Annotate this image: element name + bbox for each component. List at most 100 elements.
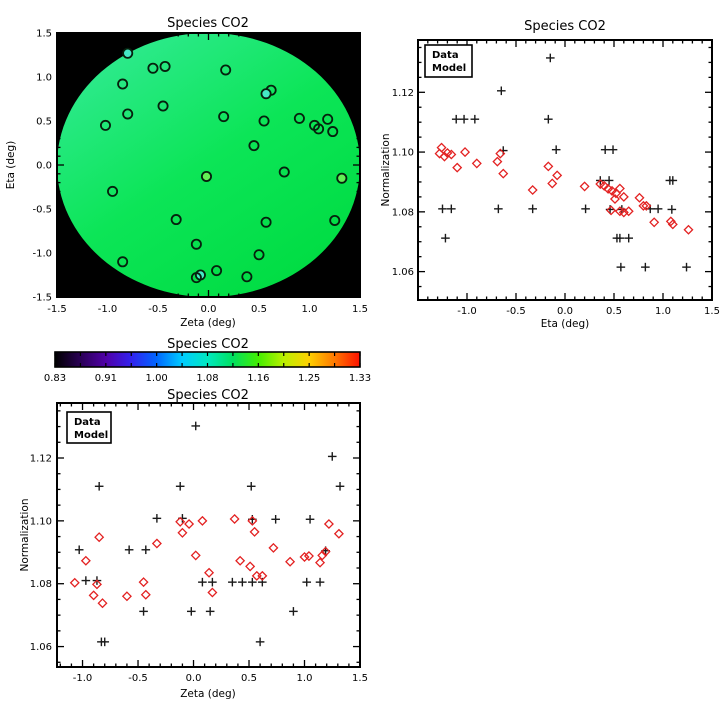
x-tick-label: 1.5 [704,306,720,317]
x-tick-label: 1.0 [655,306,671,317]
model-diamond-marker [683,224,694,235]
map-source-marker [322,113,334,125]
model-diamond-marker [229,513,240,524]
model-diamond-marker [618,207,629,218]
x-axis-label: Zeta (deg) [180,688,236,700]
colorbar-tick-label: 1.00 [146,373,168,384]
map-source-marker [241,271,253,283]
model-diamond-marker [247,515,258,526]
y-tick-label: 1.08 [30,579,52,590]
y-tick-label: -1.5 [32,293,52,304]
model-diamond-marker [121,591,132,602]
x-tick-label: -0.5 [506,306,526,317]
model-diamond-marker [190,550,201,561]
x-tick-label: 0.5 [251,304,267,315]
map-source-marker [293,112,305,124]
model-diamond-marker [257,570,268,581]
x-tick-label: -1.0 [457,306,477,317]
x-tick-label: -0.5 [128,673,148,684]
model-diamond-marker [452,162,463,173]
model-diamond-marker [638,200,649,211]
x-tick-label: 1.0 [297,673,313,684]
map-source-marker [220,64,232,76]
x-axis-label: Eta (deg) [541,318,590,330]
y-tick-label: -1.0 [32,249,52,260]
map-source-marker [117,256,129,268]
model-diamond-marker [197,515,208,526]
map-source-marker [248,140,260,152]
field-disk [57,33,360,297]
legend-model-label: Model [432,63,466,74]
model-diamond-marker [492,156,503,167]
y-axis-label: Normalization [19,499,31,572]
x-tick-label: 0.0 [557,306,573,317]
map-source-marker [117,78,129,90]
y-tick-label: 0.0 [36,161,52,172]
zeta-scatter-panel: -1.0 -0.5 0.0 0.5 1.0 1.5 1.06 1.08 1.10 1.12 Spec… [19,388,368,700]
y-tick-label: -0.5 [32,205,52,216]
model-diamond-marker [460,147,471,158]
model-diamond-marker [495,148,506,159]
data-series [438,53,691,272]
plot-frame [56,402,361,668]
map-source-marker [190,238,202,250]
model-diamond-marker [667,219,678,230]
map-source-marker [211,265,223,277]
map-source-marker [159,60,171,72]
y-tick-label: 1.12 [392,88,414,99]
map-sources [99,47,348,284]
model-diamond-marker [69,577,80,588]
map-source-marker [157,100,169,112]
model-diamond-marker [618,191,629,202]
plot-title: Species CO2 [524,19,606,34]
model-series [434,142,694,235]
model-diamond-marker [299,551,310,563]
axis-ticks [57,403,361,667]
colorbar-tick-label: 1.16 [247,373,269,384]
map-source-marker [200,170,212,182]
map-source-marker [260,88,272,100]
model-diamond-marker [207,587,218,598]
x-tick-label: 0.0 [201,304,217,315]
map-source-marker [122,47,134,59]
model-diamond-marker [323,518,334,530]
x-tick-label: -0.5 [148,304,168,315]
x-tick-label: -1.5 [47,304,67,315]
y-tick-label: 1.10 [30,516,52,527]
y-tick-label: 1.08 [392,207,414,218]
legend-box [66,411,112,444]
x-tick-label: 0.5 [606,306,622,317]
colorbar-tick-label: 0.91 [95,373,117,384]
legend: Data Model [66,411,112,444]
model-diamond-marker [184,518,195,530]
y-tick-label: 1.06 [392,267,414,278]
map-source-marker [170,214,182,226]
legend-model-label: Model [74,430,108,441]
model-diamond-marker [80,555,91,566]
model-diamond-marker [599,180,610,191]
x-tick-label: -1.0 [98,304,118,315]
model-diamond-marker [547,178,558,189]
map-source-marker [336,172,348,184]
model-diamond-marker [140,589,151,600]
x-tick-label: 1.0 [302,304,318,315]
y-tick-label: 1.10 [392,148,414,159]
map-source-marker [327,126,339,138]
x-tick-label: -1.0 [73,673,93,684]
model-diamond-marker [614,183,625,194]
y-tick-label: 1.0 [36,73,52,84]
model-diamond-marker [175,516,186,527]
x-tick-label: 0.0 [186,673,202,684]
model-diamond-marker [151,538,162,549]
x-tick-label: 0.5 [241,673,257,684]
map-source-marker [329,214,341,226]
model-diamond-marker [634,192,645,203]
plot-frame [417,39,713,301]
map-source-marker [260,216,272,228]
model-diamond-marker [623,206,634,217]
map-panel: -1.5 -1.0 -0.5 0.0 0.5 1.0 1.5 -1.5 -1.0 -0.5 0.0 0… [5,16,368,329]
legend-data-label: Data [432,50,459,61]
model-diamond-marker [665,216,676,227]
map-source-marker [99,119,111,131]
